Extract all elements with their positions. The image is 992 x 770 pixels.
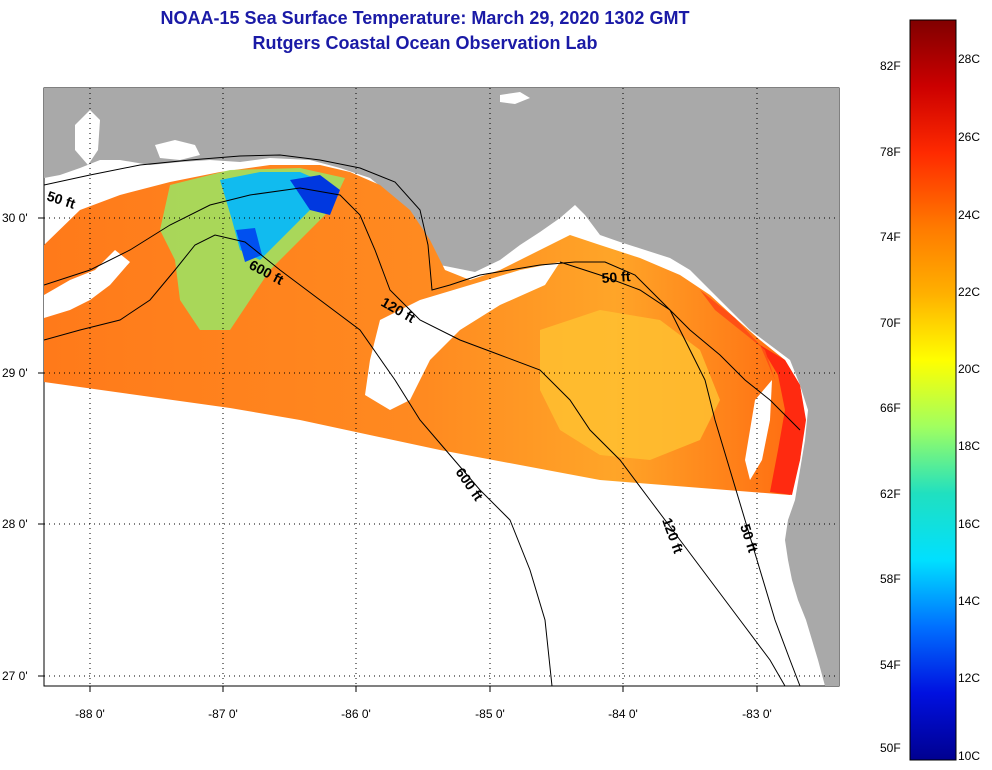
colorbar-c-label: 26C <box>958 130 980 144</box>
colorbar <box>909 19 957 761</box>
lon-tick-label: -87 0' <box>208 707 238 721</box>
colorbar-f-label: 50F <box>880 741 901 755</box>
lon-tick-label: -88 0' <box>75 707 105 721</box>
lon-tick-label: -84 0' <box>608 707 638 721</box>
lon-tick-label: -83 0' <box>742 707 772 721</box>
colorbar-f-label: 54F <box>880 658 901 672</box>
cloud-gap <box>745 380 772 480</box>
lat-tick-label: 28 0' <box>2 517 28 531</box>
colorbar-c-label: 14C <box>958 594 980 608</box>
colorbar-f-label: 62F <box>880 487 901 501</box>
colorbar-f-label: 70F <box>880 316 901 330</box>
contour-line <box>44 234 553 686</box>
colorbar-c-label: 24C <box>958 208 980 222</box>
map-subtitle: Rutgers Coastal Ocean Observation Lab <box>252 33 598 53</box>
lon-tick-label: -85 0' <box>475 707 505 721</box>
axis-ticks <box>38 217 758 692</box>
colorbar-c-label: 20C <box>958 362 980 376</box>
lon-tick-label: -86 0' <box>341 707 371 721</box>
contour-line <box>44 187 786 686</box>
inland-water <box>75 110 100 165</box>
colorbar-c-label: 28C <box>958 52 980 66</box>
map-title: NOAA-15 Sea Surface Temperature: March 2… <box>160 8 690 28</box>
inland-water <box>500 92 530 104</box>
colorbar-fahrenheit-labels: 82F 78F 74F 70F 66F 62F 58F 54F 50F <box>880 59 901 755</box>
sst-cool-region <box>290 175 340 215</box>
colorbar-c-label: 16C <box>958 517 980 531</box>
colorbar-c-label: 18C <box>958 439 980 453</box>
inland-water <box>155 140 200 160</box>
lat-tick-label: 27 0' <box>2 669 28 683</box>
lat-tick-label: 29 0' <box>2 366 28 380</box>
warm-coastal-band <box>760 345 806 495</box>
colorbar-f-label: 66F <box>880 401 901 415</box>
colorbar-f-label: 82F <box>880 59 901 73</box>
colorbar-c-label: 12C <box>958 671 980 685</box>
contour-line <box>44 154 801 431</box>
cloud-gap <box>44 250 130 318</box>
colorbar-celsius-labels: 28C 26C 24C 22C 20C 18C 16C 14C 12C 10C <box>958 52 980 763</box>
colorbar-f-label: 58F <box>880 572 901 586</box>
colorbar-c-label: 10C <box>958 749 980 763</box>
land-area <box>44 88 839 686</box>
contour-line <box>559 261 801 686</box>
colorbar-f-label: 74F <box>880 230 901 244</box>
cloud-gap <box>365 262 560 410</box>
warm-coastal-band <box>700 290 775 380</box>
colorbar-f-label: 78F <box>880 145 901 159</box>
colorbar-c-label: 22C <box>958 285 980 299</box>
lat-tick-label: 30 0' <box>2 211 28 225</box>
contour-label: 50 ft <box>601 268 631 286</box>
